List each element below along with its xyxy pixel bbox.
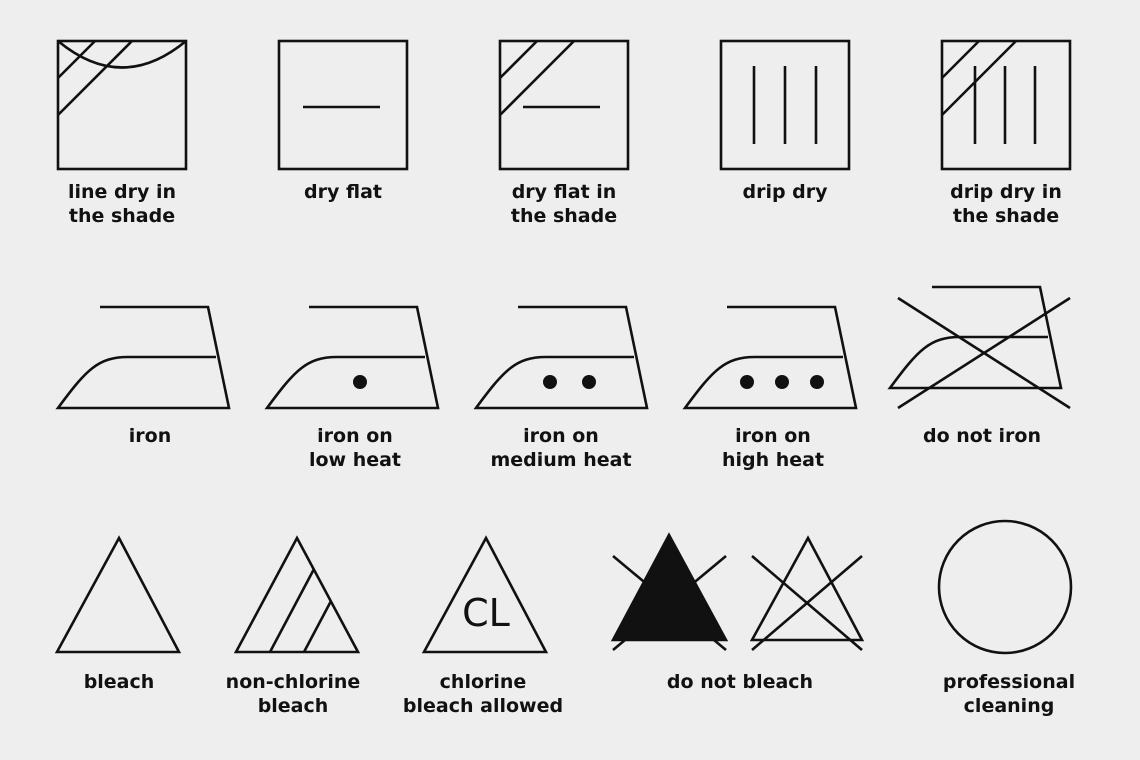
symbol-label-line: iron on [735, 425, 811, 447]
symbol-label-line: drip dry [742, 181, 828, 203]
symbol-label-line: the shade [68, 205, 176, 227]
symbol-label: non-chlorine bleach [183, 670, 403, 718]
symbol-label: iron [40, 424, 260, 448]
chlorine-mark-text: CL [462, 591, 510, 635]
iron-low-heat-icon [264, 305, 440, 410]
non-chlorine-bleach-icon [233, 535, 361, 654]
symbol-label-line: bleach [257, 695, 329, 717]
do-not-iron-icon [887, 285, 1071, 410]
professional-cleaning-icon [937, 519, 1073, 655]
symbol-label: do not iron [872, 424, 1092, 448]
symbol-label-line: cleaning [963, 695, 1055, 717]
symbol-label: dry flat in the shade [454, 180, 674, 228]
symbol-label-line: non-chlorine [225, 671, 361, 693]
symbol-label: bleach [9, 670, 229, 694]
symbol-label-line: do not iron [922, 425, 1041, 447]
dry-flat-in-shade-icon [498, 39, 630, 171]
symbol-label-line: line dry in [67, 181, 177, 203]
do-not-bleach-icon [610, 532, 865, 651]
symbol-label-line: bleach [83, 671, 155, 693]
symbol-label-line: do not bleach [666, 671, 814, 693]
symbol-label-line: iron [128, 425, 172, 447]
iron-icon [55, 305, 231, 410]
drip-dry-icon [719, 39, 851, 171]
iron-medium-heat-icon [473, 305, 649, 410]
symbol-label-line: dry flat [304, 181, 382, 203]
symbol-label: drip dry [675, 180, 895, 204]
symbol-label: line dry in the shade [12, 180, 232, 228]
symbol-label: dry flat [233, 180, 453, 204]
symbol-label: iron on medium heat [451, 424, 671, 472]
iron-high-heat-icon [682, 305, 858, 410]
dry-flat-icon [277, 39, 409, 171]
bleach-icon [54, 535, 182, 654]
symbol-label-line: bleach allowed [402, 695, 564, 717]
symbol-label-line: chlorine [439, 671, 527, 693]
symbol-label: drip dry in the shade [896, 180, 1116, 228]
symbol-label: iron on low heat [245, 424, 465, 472]
symbol-label: iron on high heat [663, 424, 883, 472]
symbol-label-line: the shade [952, 205, 1060, 227]
symbol-label: chlorine bleach allowed [373, 670, 593, 718]
symbol-label-line: dry flat in [511, 181, 617, 203]
drip-dry-in-shade-icon [940, 39, 1072, 171]
symbol-label-line: iron on [317, 425, 393, 447]
symbol-label: professional cleaning [899, 670, 1119, 718]
symbol-label-line: high heat [721, 449, 825, 471]
symbol-label-line: professional [942, 671, 1076, 693]
symbol-label-line: iron on [523, 425, 599, 447]
line-dry-in-shade-icon [56, 39, 188, 171]
symbol-label-line: drip dry in [950, 181, 1062, 203]
symbol-label-line: the shade [510, 205, 618, 227]
chlorine-bleach-allowed-icon [421, 535, 549, 654]
symbol-label-line: low heat [308, 449, 402, 471]
symbol-label-line: medium heat [490, 449, 632, 471]
symbol-label: do not bleach [630, 670, 850, 694]
